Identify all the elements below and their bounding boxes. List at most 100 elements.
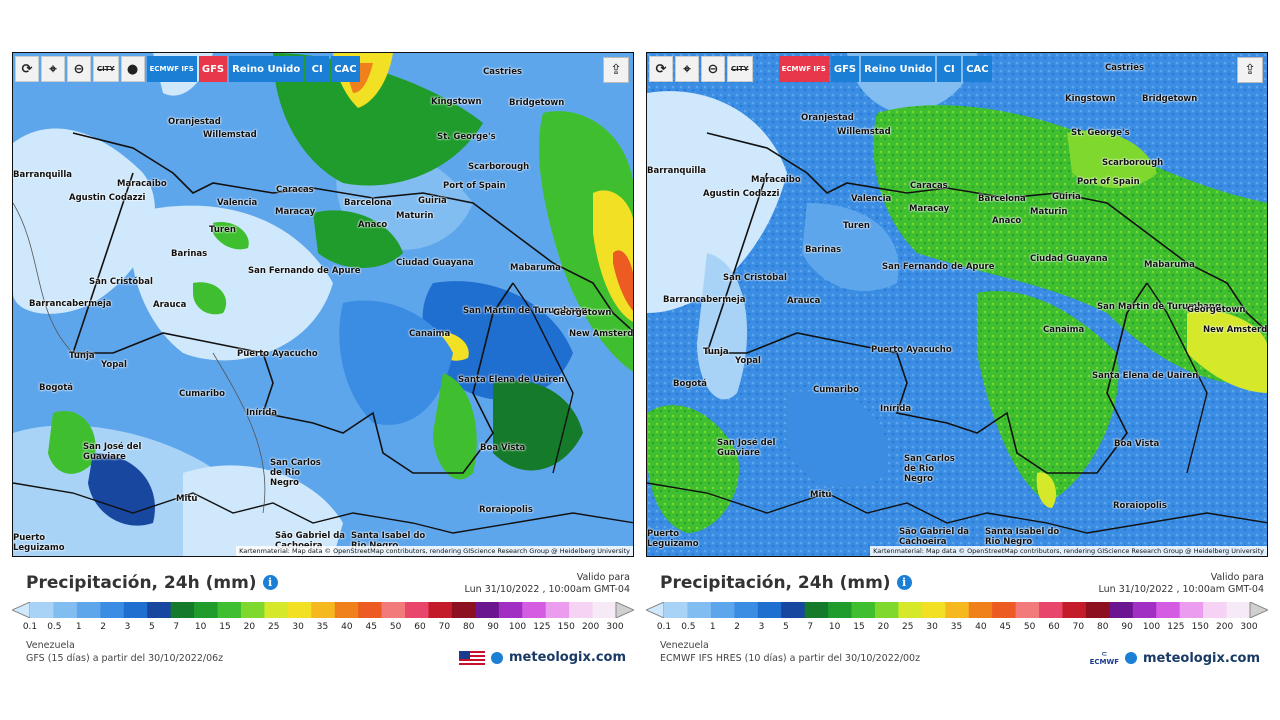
precipitation-map[interactable]: ⟳ ⌖ ⊖ CITY ECMWF IFS GFS Reino Unido CI … xyxy=(646,52,1268,557)
legend-tick-label: 0.5 xyxy=(47,622,62,632)
ci-button[interactable]: CI xyxy=(937,56,962,82)
legend-tick-label: 200 xyxy=(1216,622,1234,632)
info-icon[interactable]: i xyxy=(262,575,278,590)
legend-swatch xyxy=(898,602,923,618)
city-label: San Cristóbal xyxy=(723,273,787,283)
info-icon[interactable]: i xyxy=(896,575,912,590)
refresh-icon[interactable]: ⟳ xyxy=(649,56,673,82)
share-icon[interactable]: ⇪ xyxy=(1237,57,1263,83)
precipitation-map[interactable]: ⟳ ⌖ ⊖ CITY ● ECMWF IFS GFS Reino Unido C… xyxy=(12,52,634,557)
city-label: Port of Spain xyxy=(443,181,506,191)
legend-ticks: 0.1 0.5 1 2 3 5 7 10 15 20 25 30 35 40 45 50 60 70 80 90 100… xyxy=(657,622,1258,634)
legend-swatch xyxy=(147,602,172,618)
legend-tick-label: 45 xyxy=(365,622,377,632)
refresh-icon[interactable]: ⟳ xyxy=(15,56,39,82)
city-label: Boa Vista xyxy=(1114,439,1160,449)
region-button[interactable]: Reino Unido xyxy=(861,56,936,82)
legend-swatch xyxy=(100,602,125,618)
city-label: Guiria xyxy=(418,196,447,206)
share-icon[interactable]: ⇪ xyxy=(603,57,629,83)
gfs-model-button[interactable]: GFS xyxy=(830,56,860,82)
brand[interactable]: meteologix.com xyxy=(459,650,626,665)
legend-color-bar xyxy=(646,602,1268,618)
legend-swatch xyxy=(992,602,1017,618)
city-label: Barrancabermeja xyxy=(29,299,112,309)
ecmwf-model-button[interactable]: ECMWF IFS xyxy=(778,56,829,82)
brand[interactable]: ⊂ ECMWF meteologix.com xyxy=(1090,650,1260,666)
ecmwf-logo-icon: ⊂ ECMWF xyxy=(1089,650,1120,666)
panel-right-ecmwf: ⟳ ⌖ ⊖ CITY ECMWF IFS GFS Reino Unido CI … xyxy=(646,52,1268,672)
region-button[interactable]: Reino Unido xyxy=(229,56,304,82)
region-name: Venezuela xyxy=(26,640,75,651)
legend-tick-label: 20 xyxy=(243,622,256,632)
map-toolbar: ⟳ ⌖ ⊖ CITY ● ECMWF IFS GFS Reino Unido C… xyxy=(15,56,360,84)
legend-tick-label: 150 xyxy=(557,622,575,632)
legend-swatch xyxy=(1226,602,1251,618)
zoom-icon[interactable]: ⊖ xyxy=(701,56,725,82)
cac-button[interactable]: CAC xyxy=(331,56,360,82)
city-label: Mabaruma xyxy=(510,263,561,273)
map-toolbar: ⟳ ⌖ ⊖ CITY ECMWF IFS GFS Reino Unido CI … xyxy=(649,56,992,84)
legend-tick-label: 300 xyxy=(606,622,624,632)
city-label: Puerto Leguizamo xyxy=(13,533,65,553)
legend-swatch xyxy=(757,602,782,618)
legend-tick-label: 60 xyxy=(414,622,426,632)
location-pin-icon[interactable]: ⌖ xyxy=(675,56,699,82)
legend-swatch xyxy=(592,602,617,618)
valid-datetime: Lun 31/10/2022 , 10:00am GMT-04 xyxy=(464,584,630,595)
city-label: Mitú xyxy=(176,494,198,504)
city-label: Cumaribo xyxy=(179,389,225,399)
legend-swatch xyxy=(828,602,853,618)
gfs-model-button[interactable]: GFS xyxy=(198,56,228,82)
city-label: Santa Isabel do Rio Negro xyxy=(985,527,1060,547)
legend-color-bar xyxy=(12,602,634,618)
chart-title: Precipitación, 24h (mm) i xyxy=(660,573,912,593)
city-label: Santa Elena de Uairen xyxy=(458,375,565,385)
city-label: Tunja xyxy=(703,347,729,357)
city-toggle-icon[interactable]: CITY xyxy=(93,56,119,82)
legend-swatch xyxy=(334,602,359,618)
brand-text: meteologix.com xyxy=(1143,650,1260,666)
city-label: Maracaibo xyxy=(751,175,801,185)
city-label: Canaima xyxy=(409,329,451,339)
legend-swatch xyxy=(12,602,31,618)
legend-tick-label: 25 xyxy=(902,622,914,632)
valid-time: Valido para Lun 31/10/2022 , 10:00am GMT… xyxy=(465,572,630,596)
legend-swatch xyxy=(1015,602,1040,618)
panel-left-gfs: ⟳ ⌖ ⊖ CITY ● ECMWF IFS GFS Reino Unido C… xyxy=(12,52,634,672)
legend-swatch xyxy=(1039,602,1063,618)
legend-tick-label: 90 xyxy=(1121,622,1133,632)
legend-tick-label: 70 xyxy=(1072,622,1085,632)
ecmwf-model-button[interactable]: ECMWF IFS xyxy=(146,56,197,82)
cac-button[interactable]: CAC xyxy=(963,56,992,82)
city-label: Barcelona xyxy=(344,198,392,208)
city-label: Bridgetown xyxy=(509,98,565,108)
chart-title: Precipitación, 24h (mm) i xyxy=(26,573,278,593)
legend-tick-label: 90 xyxy=(487,622,499,632)
region-name: Venezuela xyxy=(660,640,709,651)
zoom-icon[interactable]: ⊖ xyxy=(67,56,91,82)
legend-swatch xyxy=(874,602,899,618)
city-label: Anaco xyxy=(358,220,388,230)
city-label: São Gabriel da Cachoeira xyxy=(899,527,970,547)
city-toggle-icon[interactable]: CITY xyxy=(727,56,753,82)
city-label: Valencia xyxy=(217,198,258,208)
legend-tick-label: 7 xyxy=(807,622,814,632)
legend-tick-label: 15 xyxy=(853,622,865,632)
dot-marker-icon[interactable]: ● xyxy=(120,56,145,82)
legend-swatch xyxy=(664,602,688,618)
legend-tick-label: 7 xyxy=(173,622,180,632)
city-label: Tunja xyxy=(69,351,95,361)
city-label: Georgetown xyxy=(553,308,612,318)
location-pin-icon[interactable]: ⌖ xyxy=(41,56,65,82)
ci-button[interactable]: CI xyxy=(305,56,330,82)
legend-tick-label: 1 xyxy=(75,622,82,632)
city-label: Castries xyxy=(1105,63,1145,73)
legend-swatch xyxy=(781,602,806,618)
legend-tick-label: 1 xyxy=(709,622,716,632)
city-label: Inírida xyxy=(246,408,278,418)
model-description: GFS (15 días) a partir del 30/10/2022/06… xyxy=(26,653,224,664)
legend-swatch xyxy=(405,602,429,618)
legend-tick-label: 70 xyxy=(438,622,451,632)
city-label: Santa Elena de Uairen xyxy=(1092,371,1199,381)
